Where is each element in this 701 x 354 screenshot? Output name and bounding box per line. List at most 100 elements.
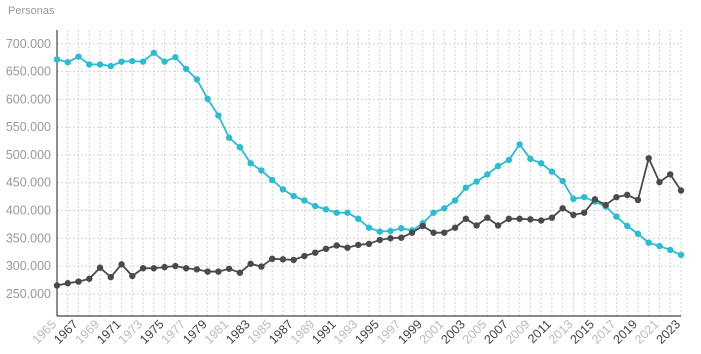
data-point[interactable] [667, 171, 674, 178]
data-point[interactable] [408, 229, 416, 236]
data-point[interactable] [365, 240, 373, 248]
data-point[interactable] [441, 229, 448, 236]
data-point[interactable] [451, 224, 459, 231]
data-point[interactable] [333, 242, 340, 249]
data-point[interactable] [225, 134, 233, 141]
data-point[interactable] [129, 57, 136, 65]
data-point[interactable] [215, 112, 222, 119]
data-point[interactable] [225, 265, 233, 272]
data-point[interactable] [484, 214, 491, 221]
data-point[interactable] [645, 239, 652, 246]
data-point[interactable] [150, 49, 158, 56]
data-point[interactable] [527, 216, 534, 223]
data-point[interactable] [559, 177, 566, 185]
data-point[interactable] [398, 234, 405, 241]
data-point[interactable] [398, 225, 405, 232]
data-point[interactable] [161, 263, 168, 271]
data-point[interactable] [527, 155, 534, 163]
data-point[interactable] [430, 229, 437, 236]
data-point[interactable] [96, 61, 104, 68]
data-point[interactable] [634, 196, 642, 204]
data-point[interactable] [570, 211, 577, 219]
data-point[interactable] [473, 222, 480, 229]
data-point[interactable] [86, 275, 93, 282]
data-point[interactable] [64, 280, 71, 287]
data-point[interactable] [516, 215, 523, 223]
data-point[interactable] [430, 209, 437, 216]
data-point[interactable] [75, 278, 82, 285]
data-point[interactable] [247, 160, 254, 167]
data-point[interactable] [290, 192, 297, 200]
data-point[interactable] [494, 162, 502, 170]
data-point[interactable] [602, 201, 609, 209]
data-point[interactable] [322, 206, 330, 213]
data-point[interactable] [441, 205, 448, 212]
data-point[interactable] [613, 213, 620, 220]
data-point[interactable] [161, 58, 168, 65]
data-point[interactable] [204, 268, 211, 275]
data-point[interactable] [537, 160, 545, 167]
data-point[interactable] [118, 58, 125, 65]
data-point[interactable] [570, 195, 577, 203]
data-point[interactable] [376, 228, 383, 235]
data-point[interactable] [301, 197, 308, 204]
data-point[interactable] [344, 209, 351, 216]
data-point[interactable] [667, 246, 674, 254]
data-point[interactable] [193, 266, 201, 273]
data-point[interactable] [118, 261, 125, 268]
data-point[interactable] [322, 245, 330, 253]
data-point[interactable] [484, 171, 491, 178]
data-point[interactable] [624, 222, 631, 230]
data-point[interactable] [182, 65, 190, 73]
data-point[interactable] [333, 209, 340, 216]
data-point[interactable] [258, 263, 265, 270]
data-point[interactable] [516, 141, 523, 148]
data-point[interactable] [559, 205, 566, 212]
data-point[interactable] [677, 187, 685, 194]
data-point[interactable] [613, 193, 620, 201]
data-point[interactable] [86, 61, 93, 68]
data-point[interactable] [355, 215, 362, 223]
data-point[interactable] [473, 178, 480, 185]
data-point[interactable] [355, 241, 362, 249]
data-point[interactable] [182, 265, 190, 272]
data-point[interactable] [139, 265, 147, 272]
data-point[interactable] [656, 178, 663, 186]
data-point[interactable] [505, 215, 513, 223]
data-point[interactable] [548, 214, 556, 221]
data-point[interactable] [290, 256, 297, 264]
data-point[interactable] [537, 217, 545, 224]
data-point[interactable] [419, 222, 426, 230]
data-point[interactable] [462, 184, 470, 191]
data-point[interactable] [204, 95, 211, 103]
data-point[interactable] [236, 269, 244, 276]
data-point[interactable] [268, 255, 276, 262]
data-point[interactable] [624, 191, 631, 199]
data-point[interactable] [301, 252, 308, 260]
data-point[interactable] [150, 265, 158, 272]
data-point[interactable] [634, 230, 642, 238]
data-point[interactable] [505, 156, 513, 164]
data-point[interactable] [656, 242, 663, 250]
data-point[interactable] [139, 58, 147, 65]
data-point[interactable] [548, 168, 556, 175]
data-point[interactable] [53, 56, 61, 63]
data-point[interactable] [387, 235, 394, 242]
data-point[interactable] [279, 186, 287, 193]
data-point[interactable] [580, 193, 588, 201]
data-point[interactable] [645, 155, 652, 162]
data-point[interactable] [462, 215, 470, 223]
data-point[interactable] [376, 236, 383, 244]
data-point[interactable] [677, 251, 685, 259]
data-point[interactable] [53, 282, 61, 289]
data-point[interactable] [247, 260, 254, 267]
data-point[interactable] [258, 167, 265, 174]
data-point[interactable] [268, 176, 276, 184]
data-point[interactable] [580, 209, 588, 216]
data-point[interactable] [172, 54, 179, 61]
data-point[interactable] [387, 227, 394, 235]
data-point[interactable] [494, 222, 502, 229]
data-point[interactable] [215, 268, 222, 275]
data-point[interactable] [591, 196, 599, 203]
data-point[interactable] [64, 59, 71, 66]
